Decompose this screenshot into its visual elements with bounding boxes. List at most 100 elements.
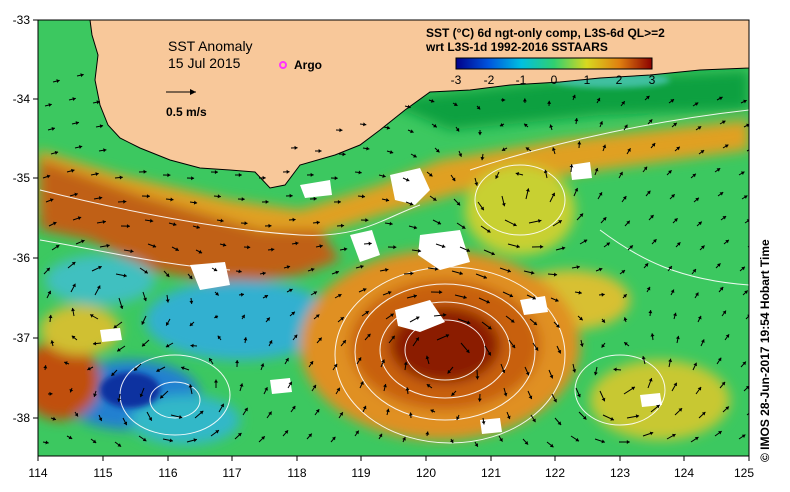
current-arrowhead (389, 221, 393, 226)
current-arrowhead (387, 291, 392, 295)
current-arrowhead (486, 299, 490, 304)
current-arrowhead (676, 242, 681, 246)
current-arrowhead (119, 175, 123, 180)
current-arrowhead (123, 199, 127, 204)
current-arrowhead (119, 305, 124, 309)
current-arrowhead (80, 73, 84, 78)
current-arrowhead (340, 317, 344, 321)
current-arrowhead (106, 243, 110, 248)
current-arrowhead (579, 316, 583, 321)
current-arrowhead (466, 349, 470, 353)
current-arrowhead (725, 406, 729, 410)
current-arrowhead (594, 168, 599, 172)
current-arrowhead (466, 248, 470, 252)
current-arrowhead (524, 441, 529, 445)
current-arrowhead (622, 196, 627, 200)
current-arrowhead (165, 273, 170, 277)
current-arrowhead (463, 295, 467, 300)
current-arrowhead (447, 369, 451, 374)
current-arrowhead (165, 343, 170, 348)
current-arrowhead (139, 393, 144, 398)
current-arrowhead (71, 262, 76, 266)
current-arrowhead (561, 246, 566, 251)
current-arrowhead (117, 398, 122, 402)
current-arrowhead (445, 334, 450, 338)
current-arrowhead (289, 288, 293, 293)
current-arrowhead (629, 245, 633, 249)
current-arrowhead (319, 244, 323, 249)
current-arrowhead (156, 368, 160, 372)
map-title: SST Anomaly (168, 38, 253, 54)
x-tick-label: 117 (222, 466, 241, 480)
current-arrowhead (648, 119, 653, 123)
current-arrows (42, 73, 753, 448)
y-axis: -33 -34 -35 -36 -37 -38 (13, 13, 38, 425)
current-arrowhead (72, 283, 76, 288)
current-arrowhead (266, 317, 270, 322)
current-arrowhead (193, 438, 197, 443)
current-arrowhead (241, 314, 245, 319)
current-arrowhead (113, 324, 118, 329)
velocity-scale: 0.5 m/s (166, 89, 207, 119)
current-arrowhead (524, 123, 528, 128)
x-tick-label: 120 (416, 466, 436, 480)
current-arrowhead (244, 221, 248, 226)
current-arrowhead (511, 344, 516, 349)
x-tick-label: 124 (674, 466, 694, 480)
current-arrowhead (668, 358, 673, 363)
current-arrowhead (721, 381, 726, 386)
current-arrowhead (146, 194, 150, 199)
current-arrowhead (553, 272, 558, 277)
current-arrowhead (292, 217, 296, 222)
current-arrowhead (336, 387, 340, 392)
current-arrowhead (698, 221, 702, 226)
current-arrowhead (365, 311, 369, 315)
current-arrowhead (339, 412, 343, 416)
current-arrowhead (722, 310, 726, 315)
current-arrowhead (239, 383, 244, 387)
current-arrowhead (382, 174, 386, 178)
current-arrow (746, 412, 749, 416)
current-arrowhead (475, 376, 480, 380)
current-arrowhead (75, 121, 79, 125)
current-arrowhead (160, 394, 164, 399)
current-arrowhead (509, 293, 513, 298)
current-arrowhead (47, 290, 52, 295)
current-arrowhead (670, 99, 674, 103)
current-arrowhead (749, 410, 753, 413)
current-arrowhead (391, 335, 395, 340)
current-arrowhead (209, 358, 213, 362)
current-arrowhead (480, 156, 485, 161)
current-arrowhead (501, 147, 506, 151)
current-arrowhead (315, 409, 320, 413)
current-arrowhead (169, 438, 173, 443)
current-arrowhead (528, 395, 533, 400)
current-arrowhead (332, 436, 336, 441)
current-arrowhead (434, 267, 439, 271)
current-arrowhead (674, 218, 678, 222)
current-arrowhead (515, 172, 520, 176)
current-arrowhead (435, 148, 440, 153)
current-arrowhead (495, 175, 499, 179)
current-arrowhead (289, 193, 293, 198)
current-arrowhead (385, 268, 389, 272)
current-arrowhead (553, 398, 557, 403)
current-arrowhead (363, 122, 367, 127)
current-arrowhead (744, 290, 748, 294)
map-date: 15 Jul 2015 (168, 55, 241, 71)
current-arrowhead (626, 220, 630, 225)
current-arrowhead (576, 265, 580, 270)
current-arrowhead (196, 225, 200, 229)
current-arrowhead (574, 118, 579, 122)
current-arrowhead (93, 341, 97, 346)
current-arrow (746, 149, 749, 152)
current-arrowhead (601, 319, 605, 323)
current-arrowhead (312, 384, 316, 389)
current-arrowhead (741, 266, 745, 271)
colorbar-tick: -2 (484, 73, 495, 87)
current-arrowhead (74, 412, 78, 417)
current-arrowhead (409, 201, 414, 206)
scale-label: 0.5 m/s (166, 105, 207, 119)
current-arrowhead (749, 148, 753, 152)
